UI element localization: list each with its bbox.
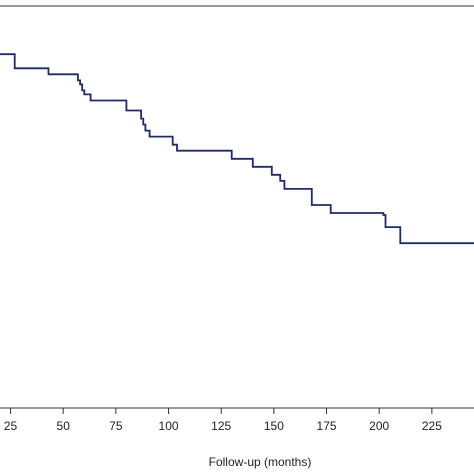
x-axis-ticks: 25 50 75 100 125 150 175 200 225	[4, 408, 442, 433]
x-tick-label-50: 50	[57, 419, 71, 433]
x-tick-label-125: 125	[211, 419, 231, 433]
plot-frame	[0, 5, 474, 409]
x-tick-label-225: 225	[422, 419, 442, 433]
x-tick-label-200: 200	[369, 419, 389, 433]
x-axis-title: Follow-up (months)	[209, 455, 312, 469]
series-group	[0, 53, 474, 245]
survival-step-line-0	[0, 53, 474, 245]
x-tick-label-100: 100	[159, 419, 179, 433]
x-tick-label-25: 25	[4, 419, 18, 433]
x-tick-label-150: 150	[264, 419, 284, 433]
x-tick-label-75: 75	[109, 419, 123, 433]
x-tick-label-175: 175	[317, 419, 337, 433]
